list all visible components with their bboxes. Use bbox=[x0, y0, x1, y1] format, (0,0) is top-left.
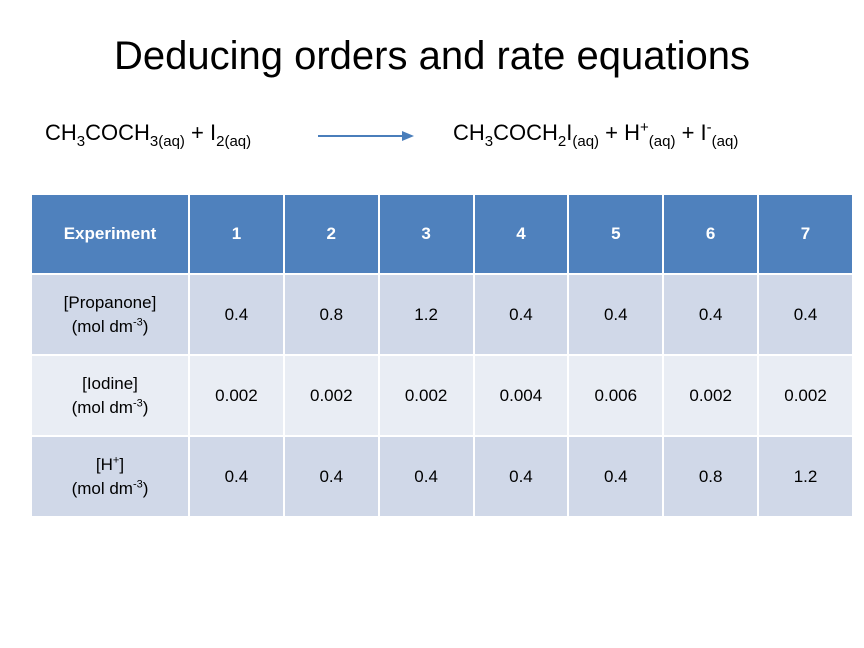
equation-products: CH3COCH2I(aq) + H+(aq) + I-(aq) bbox=[453, 119, 739, 150]
table-cell: 0.006 bbox=[567, 354, 665, 437]
table-cell: 1.2 bbox=[377, 273, 475, 356]
row-label-propanone: [Propanone] (mol dm-3) bbox=[30, 273, 190, 356]
row-label-iodine: [Iodine] (mol dm-3) bbox=[30, 354, 190, 437]
table-cell: 0.4 bbox=[472, 435, 570, 518]
table-cell: 0.4 bbox=[472, 273, 570, 356]
header-cell: 6 bbox=[662, 193, 760, 275]
header-cell: 2 bbox=[282, 193, 380, 275]
table-cell: 0.002 bbox=[662, 354, 760, 437]
table-cell: 0.002 bbox=[282, 354, 380, 437]
equation-reactants: CH3COCH3(aq) + I2(aq) bbox=[45, 120, 252, 150]
table-header-row: Experiment 1 2 3 4 5 6 7 bbox=[30, 193, 854, 275]
header-cell: 5 bbox=[567, 193, 665, 275]
table-cell: 0.4 bbox=[188, 273, 285, 356]
header-cell-experiment: Experiment bbox=[30, 193, 190, 275]
table-cell: 0.4 bbox=[188, 435, 285, 518]
table-cell: 0.4 bbox=[567, 273, 665, 356]
row-label-hydrogen-ion: [H+] (mol dm-3) bbox=[30, 435, 190, 518]
experiment-table: Experiment 1 2 3 4 5 6 7 [Propanone] (mo… bbox=[30, 193, 854, 518]
slide-title: Deducing orders and rate equations bbox=[114, 34, 750, 78]
table-cell: 0.8 bbox=[662, 435, 760, 518]
table-row-hydrogen-ion: [H+] (mol dm-3) 0.4 0.4 0.4 0.4 0.4 0.8 … bbox=[30, 435, 854, 518]
table-cell: 0.002 bbox=[188, 354, 285, 437]
table-cell: 0.002 bbox=[377, 354, 475, 437]
table-cell: 0.8 bbox=[282, 273, 380, 356]
header-cell: 7 bbox=[757, 193, 854, 275]
table-cell: 0.002 bbox=[757, 354, 854, 437]
table-cell: 0.004 bbox=[472, 354, 570, 437]
table-cell: 0.4 bbox=[377, 435, 475, 518]
table-cell: 1.2 bbox=[757, 435, 854, 518]
table-cell: 0.4 bbox=[662, 273, 760, 356]
table-cell: 0.4 bbox=[282, 435, 380, 518]
table-row-propanone: [Propanone] (mol dm-3) 0.4 0.8 1.2 0.4 0… bbox=[30, 273, 854, 356]
header-cell: 3 bbox=[377, 193, 475, 275]
header-cell: 4 bbox=[472, 193, 570, 275]
header-cell: 1 bbox=[188, 193, 285, 275]
table-cell: 0.4 bbox=[567, 435, 665, 518]
table-cell: 0.4 bbox=[757, 273, 854, 356]
reaction-arrow-icon bbox=[318, 131, 414, 141]
table-row-iodine: [Iodine] (mol dm-3) 0.002 0.002 0.002 0.… bbox=[30, 354, 854, 437]
